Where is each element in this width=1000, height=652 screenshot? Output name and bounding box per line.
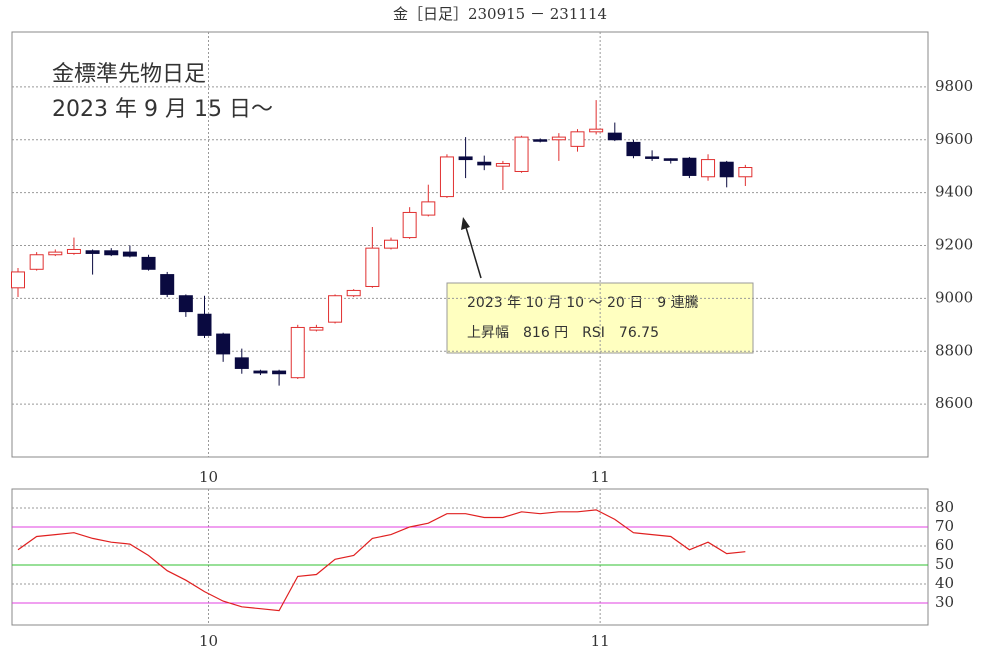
candle-body (589, 128, 604, 133)
candle-body (439, 156, 454, 198)
candle-body (122, 251, 137, 257)
candle-body (290, 326, 305, 379)
candle-body (626, 141, 641, 157)
annotation: 2023 年 10 月 10 ～ 20 日 9 連騰 (467, 294, 699, 311)
candle-body (346, 289, 361, 297)
x-tick-label: 10 (199, 468, 218, 486)
candle-body (104, 250, 119, 256)
rsi-line (17, 509, 746, 612)
y-tick-label: 50 (935, 555, 954, 573)
y-tick-label: 40 (935, 574, 954, 592)
candle-body (309, 326, 324, 331)
candle-body (178, 295, 193, 313)
candle-body (458, 156, 473, 161)
candle-body (551, 136, 566, 141)
candle-body (682, 157, 697, 176)
candle-body (197, 313, 212, 336)
candle-body (66, 248, 81, 254)
y-tick-label: 9800 (935, 77, 973, 95)
y-tick-label: 70 (935, 517, 954, 535)
arrow-head (461, 217, 470, 230)
y-tick-label: 8800 (935, 341, 973, 359)
candle-body (48, 251, 63, 256)
y-tick-label: 60 (935, 536, 954, 554)
candle-body (402, 211, 417, 239)
candle-body (234, 357, 249, 369)
y-tick-label: 9200 (935, 236, 973, 254)
candle-body (160, 274, 175, 295)
x-tick-label: 11 (591, 632, 610, 650)
candle-body (216, 333, 231, 355)
rsi-panel (11, 488, 929, 626)
candle-body (272, 370, 287, 375)
candle-body (645, 156, 660, 159)
candle-body (719, 161, 734, 178)
candle-body (29, 254, 44, 270)
candle-body (253, 370, 268, 374)
candle-body (607, 132, 622, 141)
annotation: 2023 年 9 月 15 日～ (52, 97, 273, 122)
y-tick-label: 80 (935, 498, 954, 516)
y-tick-label: 9600 (935, 130, 973, 148)
arrow (464, 223, 482, 279)
y-tick-label: 8600 (935, 394, 973, 412)
chart-title: 金［日足］230915 － 231114 (393, 5, 607, 23)
candle-body (421, 201, 436, 216)
candle-body (738, 167, 753, 178)
candle-body (514, 136, 529, 172)
y-tick-label: 9400 (935, 183, 973, 201)
candle-body (11, 271, 25, 289)
candle-body (495, 163, 510, 167)
candle-body (663, 158, 678, 161)
candle-body (85, 250, 100, 254)
x-tick-label: 10 (199, 632, 218, 650)
candle-body (141, 256, 156, 270)
candle-body (328, 295, 343, 323)
x-tick-label: 11 (591, 468, 610, 486)
annotation: 金標準先物日足 (52, 62, 206, 87)
price-panel (11, 31, 929, 458)
candle-body (365, 247, 380, 287)
candle-body (477, 161, 492, 166)
y-tick-label: 30 (935, 593, 954, 611)
y-tick-label: 9000 (935, 288, 973, 306)
candle-body (570, 131, 585, 147)
candle-body (384, 239, 398, 249)
candle-body (701, 159, 716, 178)
annotation: 上昇幅 816 円 RSI 76.75 (467, 325, 659, 341)
candle-body (533, 139, 548, 142)
